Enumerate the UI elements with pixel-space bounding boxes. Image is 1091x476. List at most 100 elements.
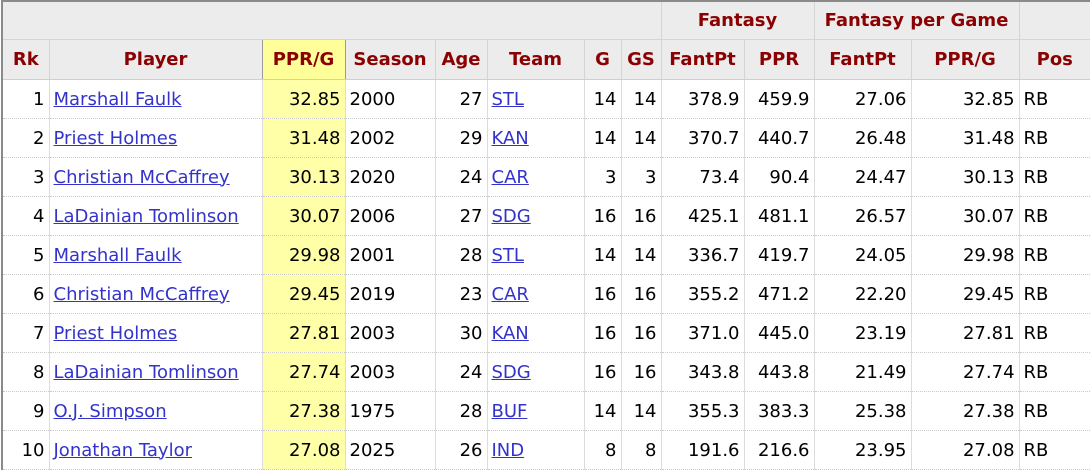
cell-ppr-per-game: 30.07	[261, 196, 345, 236]
cell-position: RB	[1018, 79, 1091, 119]
column-header-row: Rk Player PPR/G Season Age Team G GS Fan…	[2, 39, 1091, 80]
cell-player: Christian McCaffrey	[48, 274, 262, 314]
column-header-fantpt[interactable]: FantPt	[660, 39, 744, 80]
cell-pg-ppr-per-game: 27.08	[910, 430, 1020, 470]
player-link[interactable]: Priest Holmes	[53, 127, 178, 149]
column-header-g[interactable]: G	[583, 39, 621, 80]
column-header-rk[interactable]: Rk	[2, 39, 49, 80]
cell-rank: 5	[2, 235, 49, 275]
cell-ppr: 443.8	[743, 352, 814, 392]
cell-rank: 9	[2, 391, 49, 431]
cell-games: 8	[583, 430, 621, 470]
cell-rank: 1	[2, 79, 49, 119]
team-link[interactable]: BUF	[491, 400, 528, 422]
cell-games-started: 14	[620, 391, 661, 431]
cell-fantpt: 378.9	[660, 79, 744, 119]
cell-age: 23	[434, 274, 487, 314]
cell-ppr-per-game: 29.45	[261, 274, 345, 314]
cell-team: BUF	[486, 391, 584, 431]
player-link[interactable]: Christian McCaffrey	[53, 283, 230, 305]
table-row: 2 Priest Holmes 31.48 2002 29 KAN 14 14 …	[2, 118, 1091, 158]
column-header-pg-ppr-per-game[interactable]: PPR/G	[910, 39, 1020, 80]
cell-season: 2006	[344, 196, 435, 236]
column-header-season[interactable]: Season	[344, 39, 435, 80]
player-link[interactable]: Marshall Faulk	[53, 244, 182, 266]
cell-games: 14	[583, 235, 621, 275]
column-header-pos[interactable]: Pos	[1018, 39, 1091, 80]
column-header-pg-fantpt[interactable]: FantPt	[813, 39, 911, 80]
cell-ppr-per-game: 27.81	[261, 313, 345, 353]
group-header-blank	[2, 1, 661, 40]
group-header-blank-right	[1018, 1, 1091, 40]
cell-pg-fantpt: 27.06	[813, 79, 911, 119]
table-row: 3 Christian McCaffrey 30.13 2020 24 CAR …	[2, 157, 1091, 197]
team-link[interactable]: IND	[491, 439, 525, 461]
cell-pg-fantpt: 24.47	[813, 157, 911, 197]
cell-games: 14	[583, 391, 621, 431]
team-link[interactable]: KAN	[491, 322, 529, 344]
cell-age: 27	[434, 196, 487, 236]
column-header-gs[interactable]: GS	[620, 39, 661, 80]
cell-position: RB	[1018, 391, 1091, 431]
team-link[interactable]: SDG	[491, 361, 531, 383]
team-link[interactable]: STL	[491, 244, 524, 266]
cell-team: IND	[486, 430, 584, 470]
cell-season: 2025	[344, 430, 435, 470]
cell-player: LaDainian Tomlinson	[48, 196, 262, 236]
table-row: 5 Marshall Faulk 29.98 2001 28 STL 14 14…	[2, 235, 1091, 275]
team-link[interactable]: STL	[491, 88, 524, 110]
cell-games: 14	[583, 118, 621, 158]
column-header-team[interactable]: Team	[486, 39, 584, 80]
player-link[interactable]: Jonathan Taylor	[53, 439, 193, 461]
player-link[interactable]: LaDainian Tomlinson	[53, 205, 239, 227]
team-link[interactable]: CAR	[491, 283, 529, 305]
cell-games: 14	[583, 79, 621, 119]
cell-games-started: 16	[620, 313, 661, 353]
team-link[interactable]: KAN	[491, 127, 529, 149]
table-row: 7 Priest Holmes 27.81 2003 30 KAN 16 16 …	[2, 313, 1091, 353]
column-header-ppr-per-game-sorted[interactable]: PPR/G	[261, 39, 346, 80]
cell-season: 2003	[344, 352, 435, 392]
player-link[interactable]: O.J. Simpson	[53, 400, 167, 422]
column-header-ppr[interactable]: PPR	[743, 39, 814, 80]
cell-ppr: 90.4	[743, 157, 814, 197]
cell-player: Marshall Faulk	[48, 79, 262, 119]
cell-season: 2020	[344, 157, 435, 197]
column-header-player[interactable]: Player	[48, 39, 262, 80]
cell-fantpt: 370.7	[660, 118, 744, 158]
cell-rank: 7	[2, 313, 49, 353]
cell-pg-ppr-per-game: 30.13	[910, 157, 1020, 197]
cell-rank: 10	[2, 430, 49, 470]
cell-rank: 6	[2, 274, 49, 314]
cell-games: 16	[583, 352, 621, 392]
cell-ppr-per-game: 31.48	[261, 118, 345, 158]
cell-position: RB	[1018, 118, 1091, 158]
cell-position: RB	[1018, 430, 1091, 470]
cell-games-started: 16	[620, 274, 661, 314]
cell-pg-fantpt: 23.95	[813, 430, 911, 470]
team-link[interactable]: CAR	[491, 166, 529, 188]
table-row: 4 LaDainian Tomlinson 30.07 2006 27 SDG …	[2, 196, 1091, 236]
cell-fantpt: 73.4	[660, 157, 744, 197]
cell-ppr-per-game: 27.74	[261, 352, 345, 392]
cell-position: RB	[1018, 157, 1091, 197]
cell-ppr: 419.7	[743, 235, 814, 275]
table-row: 8 LaDainian Tomlinson 27.74 2003 24 SDG …	[2, 352, 1091, 392]
cell-pg-ppr-per-game: 27.74	[910, 352, 1020, 392]
player-link[interactable]: Priest Holmes	[53, 322, 178, 344]
player-link[interactable]: Marshall Faulk	[53, 88, 182, 110]
cell-ppr-per-game: 32.85	[261, 79, 345, 119]
cell-age: 26	[434, 430, 487, 470]
cell-team: CAR	[486, 274, 584, 314]
team-link[interactable]: SDG	[491, 205, 531, 227]
player-link[interactable]: Christian McCaffrey	[53, 166, 230, 188]
column-header-age[interactable]: Age	[434, 39, 487, 80]
cell-ppr: 459.9	[743, 79, 814, 119]
cell-player: O.J. Simpson	[48, 391, 262, 431]
cell-games-started: 3	[620, 157, 661, 197]
player-link[interactable]: LaDainian Tomlinson	[53, 361, 239, 383]
cell-age: 29	[434, 118, 487, 158]
cell-team: STL	[486, 235, 584, 275]
cell-position: RB	[1018, 196, 1091, 236]
